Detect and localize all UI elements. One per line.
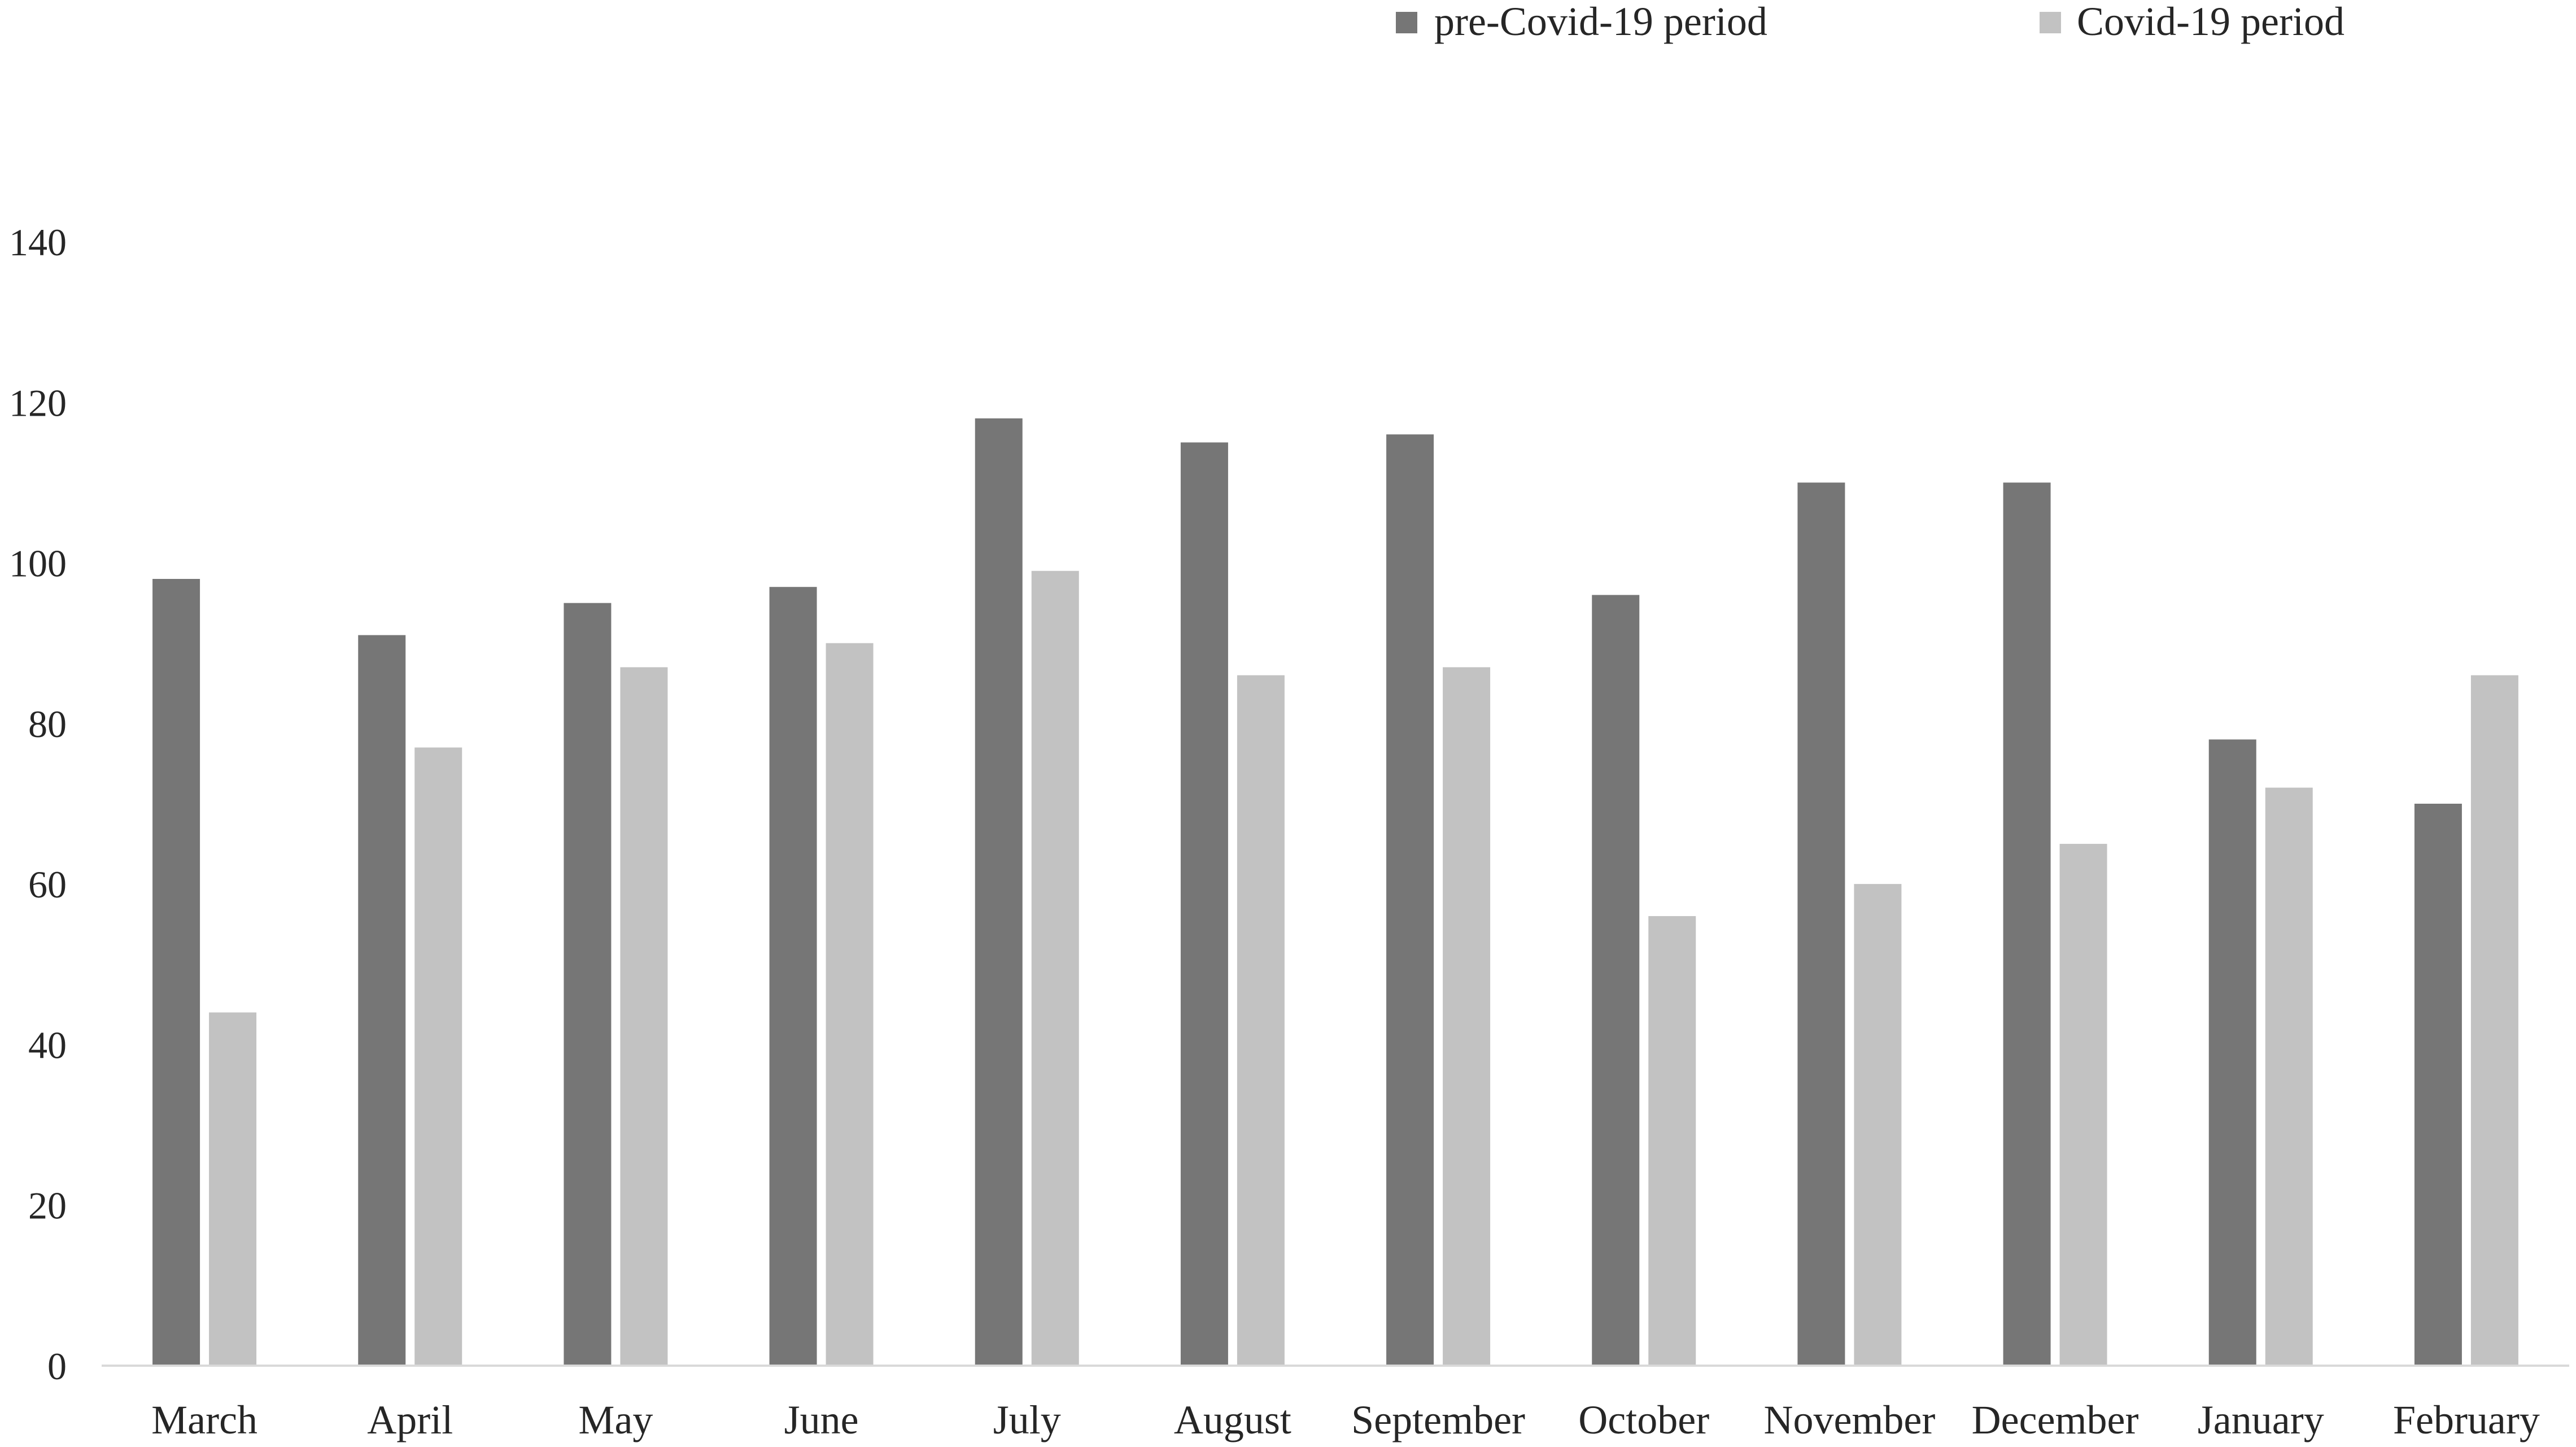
y-tick-label: 40 [28,1023,67,1066]
bar-pre-covid-19-period-february [2414,804,2462,1366]
legend-label-pre-covid: pre-Covid-19 period [1434,0,1767,44]
legend-swatch-covid [2040,12,2061,33]
bar-covid-19-period-january [2265,787,2313,1366]
x-tick-label-january: January [2198,1397,2324,1442]
x-tick-label-august: August [1174,1397,1291,1442]
bar-covid-19-period-october [1648,916,1696,1366]
bar-pre-covid-19-period-june [769,587,817,1366]
y-tick-label: 80 [28,703,67,746]
y-tick-label: 140 [9,221,67,264]
bar-covid-19-period-july [1031,570,1079,1366]
y-tick-label: 120 [9,381,67,424]
bars [152,418,2518,1366]
bar-pre-covid-19-period-december [2003,482,2051,1366]
bar-covid-19-period-august [1237,675,1285,1366]
legend: pre-Covid-19 period Covid-19 period [1396,0,2344,44]
y-tick-label: 0 [47,1345,67,1388]
y-tick-label: 20 [28,1184,67,1227]
bar-covid-19-period-april [414,747,462,1366]
y-axis: 0 20 40 60 80 100 120 140 [9,221,67,1388]
x-tick-label-november: November [1763,1397,1935,1442]
bar-pre-covid-19-period-september [1386,434,1434,1366]
bar-pre-covid-19-period-may [564,603,612,1366]
bar-covid-19-period-november [1854,884,1902,1366]
bar-covid-19-period-march [209,1012,257,1366]
x-tick-label-june: June [784,1397,859,1442]
bar-pre-covid-19-period-november [1797,482,1845,1366]
x-tick-label-may: May [578,1397,653,1442]
x-tick-label-july: July [993,1397,1061,1442]
bar-pre-covid-19-period-april [358,635,406,1366]
x-tick-label-september: September [1351,1397,1525,1442]
x-tick-label-february: February [2393,1397,2540,1442]
bar-covid-19-period-june [826,643,874,1366]
legend-swatch-pre-covid [1396,12,1417,33]
bar-pre-covid-19-period-march [152,579,200,1366]
bar-pre-covid-19-period-august [1180,442,1228,1366]
bar-covid-19-period-may [620,667,668,1366]
y-tick-label: 60 [28,863,67,906]
bar-covid-19-period-december [2059,844,2107,1366]
bar-covid-19-period-february [2470,675,2518,1366]
bar-covid-19-period-september [1443,667,1491,1366]
x-tick-label-march: March [151,1397,257,1442]
y-tick-label: 100 [9,542,67,585]
bar-pre-covid-19-period-january [2208,739,2256,1366]
x-tick-label-december: December [1972,1397,2139,1442]
legend-label-covid: Covid-19 period [2077,0,2344,44]
bar-pre-covid-19-period-july [975,418,1023,1366]
x-tick-label-april: April [367,1397,453,1442]
bar-pre-covid-19-period-october [1592,595,1640,1366]
x-tick-label-october: October [1578,1397,1709,1442]
x-axis: March April May June July August September Octo… [151,1397,2540,1442]
